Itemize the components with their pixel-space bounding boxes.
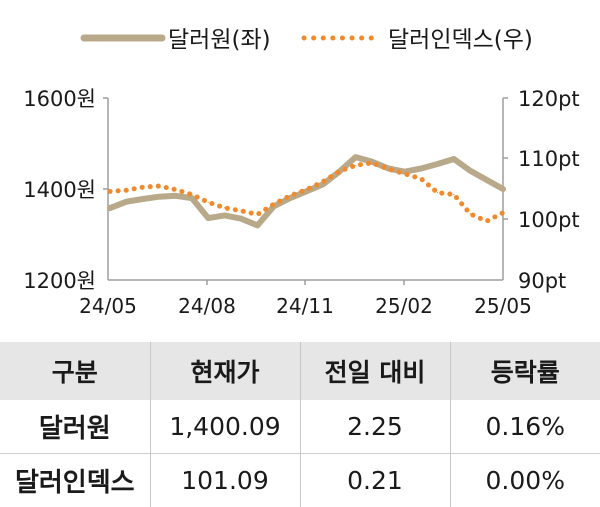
column-header: 등락률: [450, 342, 600, 400]
index-series-point: [126, 190, 127, 191]
won-series-point: [404, 171, 405, 172]
won-series-point: [159, 196, 160, 197]
left-tick-label: 1200원: [23, 269, 96, 293]
table-header-row: 구분 현재가 전일 대비 등락률: [0, 342, 600, 400]
index-series-point: [437, 192, 438, 193]
won-series-point: [126, 201, 127, 202]
x-axis-labels: 24/05 24/08 24/11 25/02 25/05: [79, 294, 532, 318]
won-series-point: [142, 198, 143, 199]
row-price: 101.09: [150, 454, 300, 507]
index-series-point: [453, 194, 454, 195]
column-header: 구분: [0, 342, 150, 400]
right-tick-label: 90pt: [518, 269, 566, 293]
won-series-point: [371, 161, 372, 162]
won-series-point: [437, 163, 438, 164]
index-series-point: [208, 202, 209, 203]
x-tick-label: 25/02: [375, 294, 433, 318]
won-series-point: [322, 184, 323, 185]
index-series-point: [470, 213, 471, 214]
index-series-point: [371, 162, 372, 163]
index-series-point: [224, 207, 225, 208]
left-tick-label: 1600원: [23, 87, 96, 111]
table-row: 달러인덱스 101.09 0.21 0.00%: [0, 454, 600, 507]
index-series-point: [240, 210, 241, 211]
won-series-point: [224, 215, 225, 216]
won-series-point: [453, 158, 454, 159]
won-series-point: [208, 218, 209, 219]
index-series-point: [159, 185, 160, 186]
won-series-point: [421, 168, 422, 169]
won-series-point: [306, 191, 307, 192]
won-series-point: [175, 195, 176, 196]
index-series-point: [290, 195, 291, 196]
x-tick-label: 24/05: [79, 294, 137, 318]
x-tick-label: 24/08: [178, 294, 236, 318]
series-layer: [109, 157, 503, 226]
left-axis-labels: 1600원 1400원 1200원: [23, 87, 96, 293]
row-name: 달러원: [0, 400, 150, 454]
won-series-point: [486, 179, 487, 180]
index-series-point: [306, 189, 307, 190]
right-axis-labels: 120pt 110pt 100pt 90pt: [518, 87, 580, 293]
x-tick-label: 25/05: [474, 294, 532, 318]
left-tick-label: 1400원: [23, 178, 96, 202]
row-change: 2.25: [300, 400, 450, 454]
legend-label-index: 달러인덱스(우): [388, 27, 533, 53]
index-series-point: [388, 168, 389, 169]
index-series-point: [142, 187, 143, 188]
index-series-point: [355, 165, 356, 166]
won-series-point: [470, 170, 471, 171]
right-tick-label: 110pt: [518, 147, 580, 171]
legend-label-won: 달러원(좌): [168, 27, 271, 53]
won-series-point: [355, 157, 356, 158]
right-tick-label: 100pt: [518, 208, 580, 232]
row-rate: 0.00%: [450, 454, 600, 507]
index-series-point: [191, 194, 192, 195]
column-header: 현재가: [150, 342, 300, 400]
row-price: 1,400.09: [150, 400, 300, 454]
index-series-point: [339, 171, 340, 172]
row-name: 달러인덱스: [0, 454, 150, 507]
won-series-point: [109, 208, 110, 209]
x-tick-label: 24/11: [276, 294, 334, 318]
row-rate: 0.16%: [450, 400, 600, 454]
legend: 달러원(좌) 달러인덱스(우): [84, 27, 533, 53]
index-series-point: [322, 181, 323, 182]
index-series-point: [421, 178, 422, 179]
right-tick-label: 120pt: [518, 87, 580, 111]
won-series-point: [191, 198, 192, 199]
index-series-point: [175, 189, 176, 190]
won-series-point: [502, 188, 503, 189]
row-change: 0.21: [300, 454, 450, 507]
chart: 달러원(좌) 달러인덱스(우) 1600원 1400원 1200원 120pt …: [0, 0, 600, 330]
index-series-point: [404, 173, 405, 174]
index-series-point: [502, 212, 503, 213]
won-series-point: [257, 225, 258, 226]
index-series-point: [109, 191, 110, 192]
won-series-point: [290, 198, 291, 199]
summary-table: 구분 현재가 전일 대비 등락률 달러원 1,400.09 2.25 0.16%…: [0, 342, 600, 507]
index-series-point: [273, 204, 274, 205]
index-series-point: [486, 221, 487, 222]
column-header: 전일 대비: [300, 342, 450, 400]
table-row: 달러원 1,400.09 2.25 0.16%: [0, 400, 600, 454]
won-series-point: [240, 218, 241, 219]
index-series-point: [257, 214, 258, 215]
